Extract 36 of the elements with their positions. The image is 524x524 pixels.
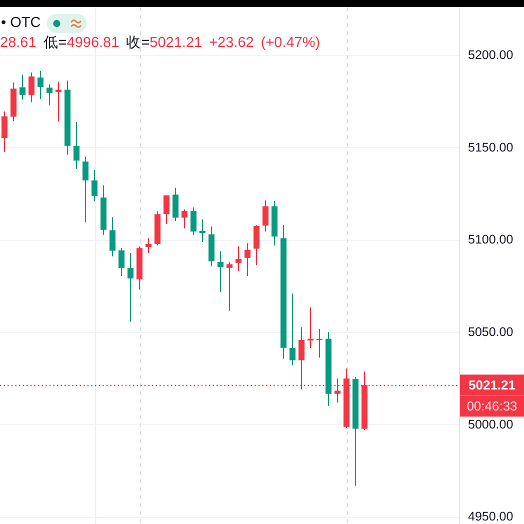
annotation: 28.61 低=4996.81 收=5021.21 +23.62 (+0.47%): [0, 35, 320, 51]
candlestick: [218, 250, 224, 292]
candlestick: [308, 306, 314, 349]
y-tick-label: 4950.00: [468, 510, 514, 524]
candlestick: [190, 207, 196, 236]
candlestick: [226, 262, 232, 312]
y-tick-label: 5000.00: [468, 417, 514, 432]
candlestick: [244, 242, 250, 277]
candlestick: [182, 208, 188, 229]
candlestick: [200, 218, 206, 243]
candlestick: [172, 187, 178, 222]
candlestick: [236, 246, 242, 272]
candlestick: [20, 74, 26, 100]
candlestick: [128, 252, 134, 322]
candlestick: [110, 216, 116, 257]
candlestick: [254, 224, 260, 266]
annotation: • OTC: [1, 15, 41, 31]
text: 00:46:33: [466, 398, 518, 414]
candlestick: [262, 200, 268, 232]
candlestick: [46, 84, 52, 106]
candlestick: [146, 238, 152, 254]
candlestick: [28, 72, 34, 103]
candlestick: [38, 70, 44, 100]
candlestick: [164, 194, 170, 224]
y-tick-label: 5200.00: [468, 48, 514, 62]
candlestick: [118, 248, 124, 277]
y-tick-label: 5100.00: [468, 232, 514, 247]
candlestick: [2, 111, 8, 152]
ref-line-label: 5021.21: [468, 378, 516, 393]
y-tick-label: 5150.00: [468, 140, 514, 154]
candlestick: [82, 156, 88, 223]
candlestick: [56, 81, 62, 122]
candlestick: [92, 169, 98, 202]
candlestick: [74, 122, 80, 170]
y-tick-label: 5050.00: [468, 324, 514, 339]
candlestick: [290, 293, 296, 366]
